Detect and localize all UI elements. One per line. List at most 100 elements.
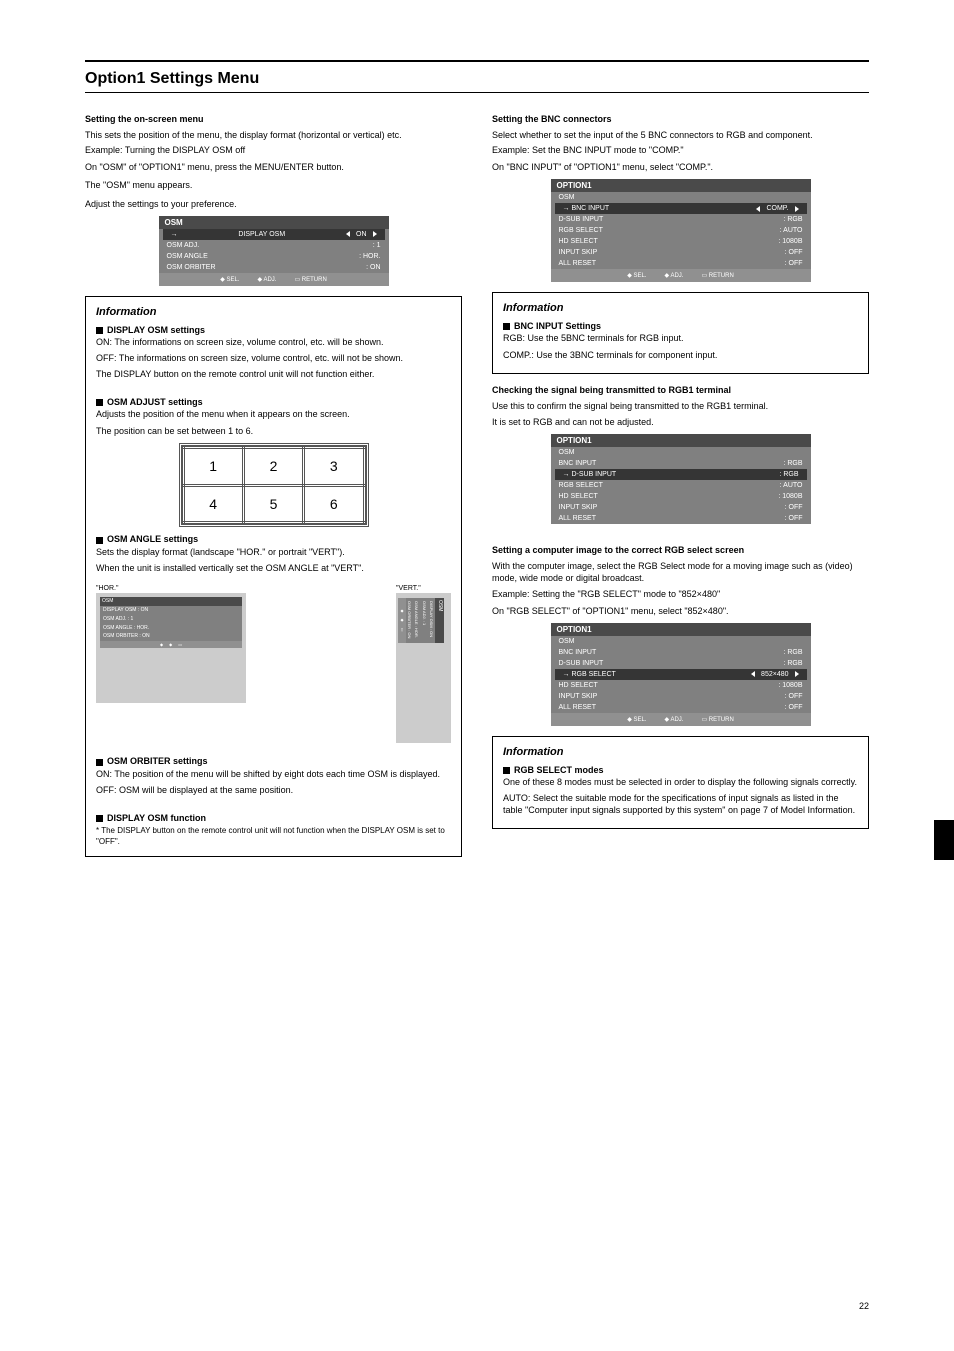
menu-key: RGB SELECT (559, 227, 603, 234)
modes-text: One of these 8 modes must be selected in… (503, 776, 858, 788)
left-arrow-icon (756, 206, 760, 212)
vert-label: "VERT." (396, 584, 451, 593)
menu-key: HD SELECT (559, 238, 598, 245)
menu-key: ALL RESET (559, 260, 596, 267)
mini-menu: OSM DISPLAY OSM : ON OSM ADJ. : 1 OSM AN… (100, 597, 242, 648)
menu-row: OSM ANGLE: HOR. (159, 251, 389, 262)
left-step1: On "OSM" of "OPTION1" menu, press the ME… (85, 161, 462, 173)
menu-key: OSM ANGLE (167, 253, 208, 260)
menu-key: INPUT SKIP (559, 249, 598, 256)
mini-row: OSM ADJ. : 1 (100, 615, 242, 624)
square-icon (96, 759, 103, 766)
right-heading: Setting the BNC connectors (492, 113, 869, 125)
mini-footer: ◆◆▭ (100, 641, 242, 648)
orb-on: ON: The position of the menu will be shi… (96, 768, 451, 780)
menu-key: INPUT SKIP (559, 693, 598, 700)
grid-cell: 3 (304, 447, 364, 485)
left-example: Example: Turning the DISPLAY OSM off (85, 145, 462, 155)
mini-footer: ◆◆▭ (398, 598, 405, 643)
side-tab (934, 820, 954, 860)
info-off2: The DISPLAY button on the remote control… (96, 368, 451, 380)
menu-key: ALL RESET (559, 515, 596, 522)
menu-key: OSM (559, 449, 575, 456)
footer-ret: RETURN (302, 277, 327, 283)
info-h4: OSM ORBITER settings (96, 755, 451, 767)
mini-menu-vert: OSM DISPLAY OSM : ON OSM ADJ. : 1 OSM AN… (398, 598, 444, 643)
mini-row: OSM ADJ. : 1 (420, 598, 427, 643)
menu-key: RGB SELECT (571, 671, 615, 678)
menu-key: D-SUB INPUT (559, 660, 604, 667)
menu-val: ON (356, 231, 367, 238)
right-step3: On "RGB SELECT" of "OPTION1" menu, selec… (492, 605, 869, 617)
info-h3: OSM ANGLE settings (96, 533, 451, 545)
left-arrow-icon (346, 231, 350, 237)
square-icon (96, 815, 103, 822)
menu-row: INPUT SKIP: OFF (551, 247, 811, 258)
menu-key: BNC INPUT (571, 205, 609, 212)
menu-key: OSM (559, 194, 575, 201)
grid-cell: 6 (304, 485, 364, 523)
info-h: BNC INPUT Settings (503, 320, 858, 332)
right-heading3: Setting a computer image to the correct … (492, 544, 869, 556)
square-icon (96, 399, 103, 406)
footer-adj: ADJ. (263, 277, 276, 283)
thin-rule (85, 92, 869, 93)
square-icon (96, 537, 103, 544)
square-icon (96, 327, 103, 334)
right-column: Setting the BNC connectors Select whethe… (492, 113, 869, 857)
menu-key: OSM ADJ. (167, 242, 200, 249)
menu-row: OSM ORBITER: ON (159, 262, 389, 273)
menu-row: OSM (551, 192, 811, 203)
rgb-text: RGB: Use the 5BNC terminals for RGB inpu… (503, 332, 858, 344)
menu-val: COMP. (766, 205, 788, 212)
square-icon (503, 323, 510, 330)
option1-menu-1: OPTION1 OSM → BNC INPUTCOMP. D-SUB INPUT… (551, 179, 811, 282)
menu-val: AUTO (783, 227, 802, 234)
section-title: Option1 Settings Menu (85, 70, 869, 88)
left-step1b: The "OSM" menu appears. (85, 179, 462, 191)
mini-row: DISPLAY OSM : ON (428, 598, 435, 643)
menu-key: OSM ORBITER (167, 264, 216, 271)
info-angle: Sets the display format (landscape "HOR.… (96, 546, 451, 558)
menu-row: HD SELECT: 1080B (551, 680, 811, 691)
menu-row: → DISPLAY OSM ON (163, 229, 385, 240)
mini-title: OSM (435, 598, 444, 643)
menu-row: INPUT SKIP: OFF (551, 502, 811, 513)
menu-key: RGB SELECT (559, 482, 603, 489)
menu-row: RGB SELECT: AUTO (551, 225, 811, 236)
menu-row: HD SELECT: 1080B (551, 491, 811, 502)
grid-cell: 2 (243, 447, 303, 485)
menu-val: 1080B (782, 238, 802, 245)
info-adj: Adjusts the position of the menu when it… (96, 408, 451, 420)
menu-row: OSM ADJ.: 1 (159, 240, 389, 251)
osm-compare: "HOR." OSM DISPLAY OSM : ON OSM ADJ. : 1… (96, 580, 451, 743)
grid-cell: 4 (183, 485, 243, 523)
menu-row: → BNC INPUTCOMP. (555, 203, 807, 214)
vert-example: "VERT." OSM DISPLAY OSM : ON OSM ADJ. : … (396, 580, 451, 743)
square-icon (503, 767, 510, 774)
footer-sel: SEL. (226, 277, 239, 283)
menu-key: ALL RESET (559, 704, 596, 711)
menu-row: INPUT SKIP: OFF (551, 691, 811, 702)
menu-row: → RGB SELECT852×480 (555, 669, 807, 680)
menu-key: BNC INPUT (559, 649, 597, 656)
right-example3: Example: Setting the "RGB SELECT" mode t… (492, 589, 869, 599)
columns: Setting the on-screen menu This sets the… (85, 113, 869, 857)
grid-cell: 5 (243, 485, 303, 523)
menu-val: ON (370, 264, 381, 271)
option1-menu-2: OPTION1 OSM BNC INPUT: RGB → D-SUB INPUT… (551, 434, 811, 524)
mini-title: OSM (100, 597, 242, 606)
menu-title: OPTION1 (551, 434, 811, 447)
info-adj2: The position can be set between 1 to 6. (96, 425, 451, 437)
menu-arrows: ON (346, 231, 377, 238)
menu-title: OPTION1 (551, 623, 811, 636)
info-box-left: Information DISPLAY OSM settings ON: The… (85, 296, 462, 857)
menu-title: OPTION1 (551, 179, 811, 192)
mini-row: OSM ANGLE : HOR. (413, 598, 420, 643)
info-title: Information (503, 745, 858, 760)
menu-val: OFF (789, 260, 803, 267)
right-example: Example: Set the BNC INPUT mode to "COMP… (492, 145, 869, 155)
menu-row: OSM (551, 447, 811, 458)
menu-footer: ◆ SEL. ◆ ADJ. ▭ RETURN (551, 269, 811, 282)
menu-key: DISPLAY OSM (238, 231, 285, 238)
